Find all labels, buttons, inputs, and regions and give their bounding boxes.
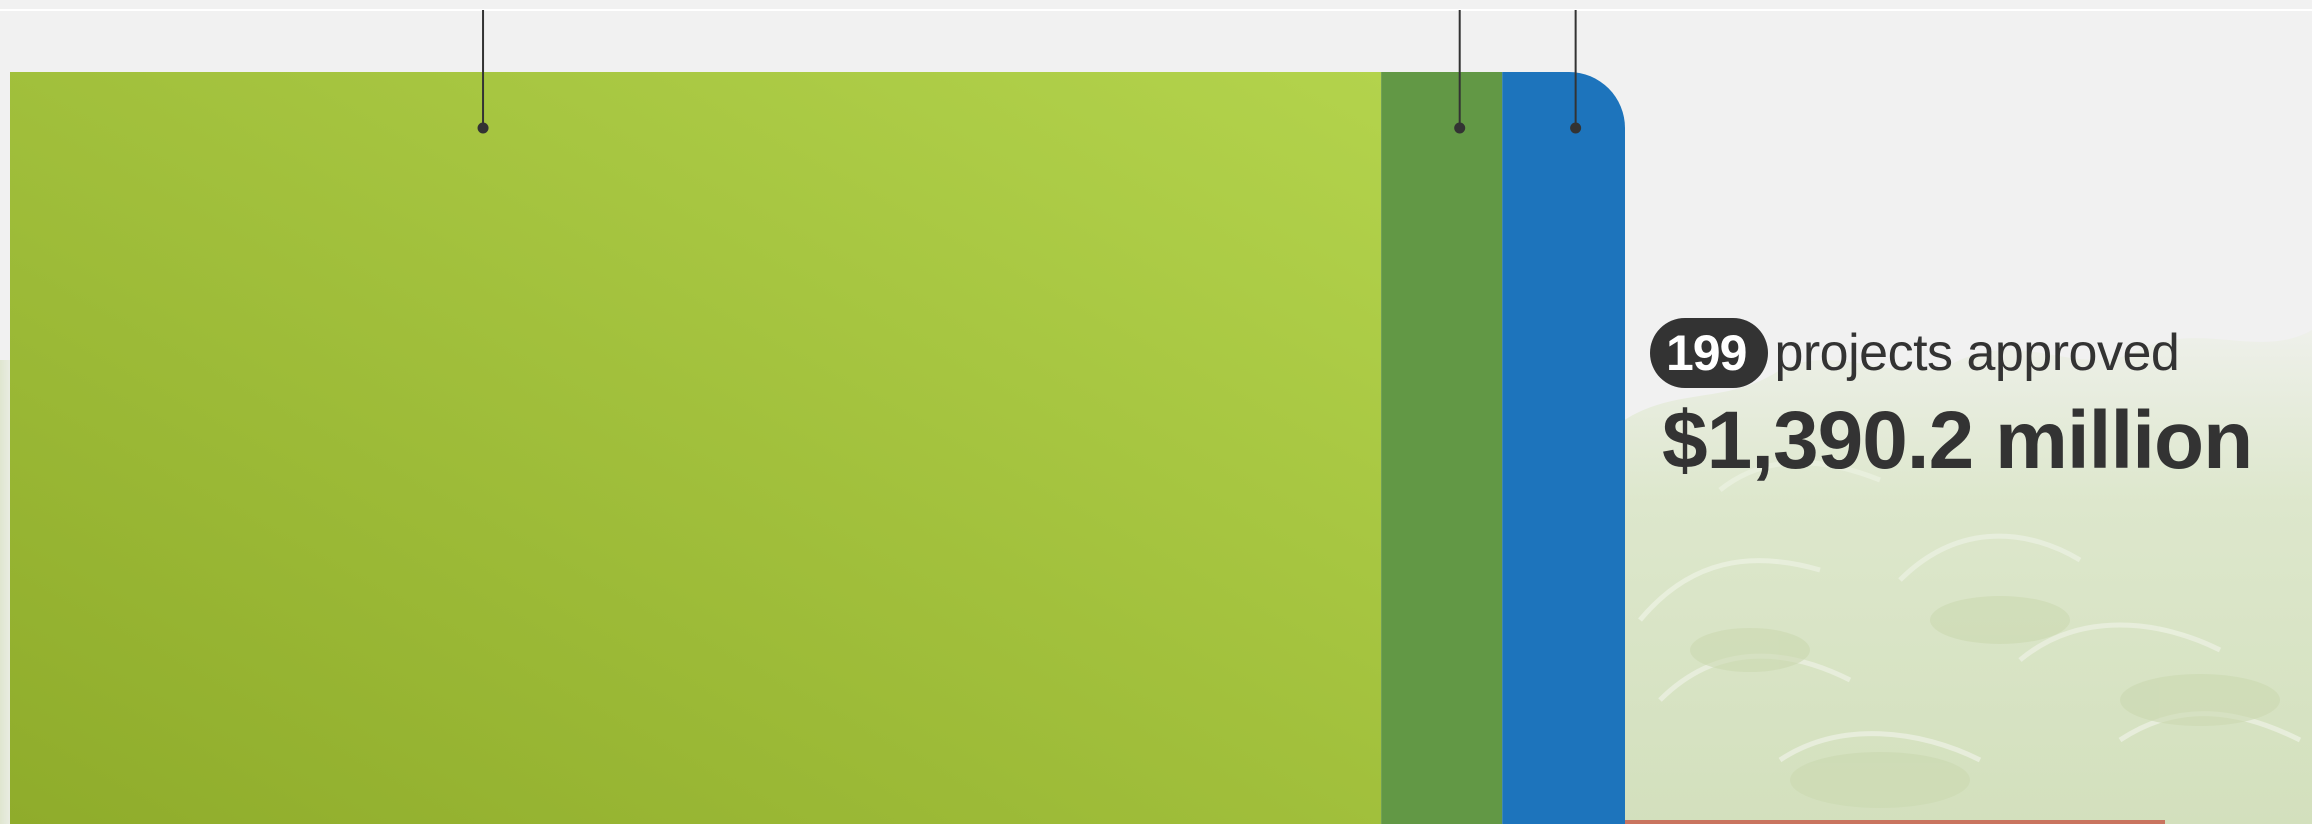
leader-dot-3 (1570, 122, 1582, 134)
project-count-row: 199 projects approved (1650, 318, 2310, 388)
project-count-label: projects approved (1774, 324, 2180, 382)
bar-segment-3 (1502, 72, 1625, 824)
background-foliage-image (1600, 330, 2312, 824)
bar-segments (10, 72, 1625, 824)
summary-block: 199 projects approved $1,390.2 million (1650, 318, 2310, 488)
bar-segment-1 (10, 72, 1382, 824)
leader-lines (477, 10, 1582, 134)
bar-segment-2 (1381, 72, 1503, 824)
leader-dot-2 (1454, 122, 1466, 134)
leader-dot-1 (477, 122, 489, 134)
total-amount: $1,390.2 million (1662, 395, 2253, 486)
bottom-accent-line (1625, 820, 2165, 824)
project-count-badge: 199 (1650, 318, 1769, 388)
